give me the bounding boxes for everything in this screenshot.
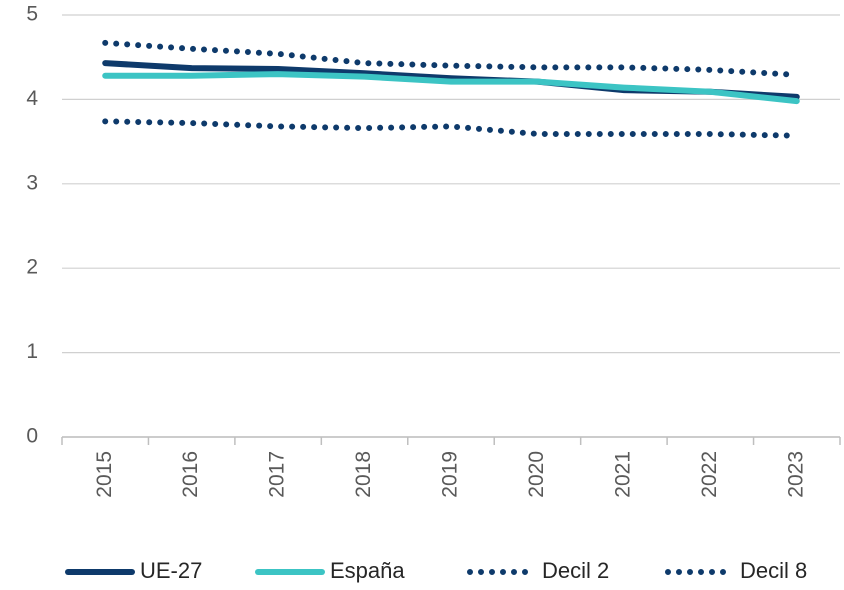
legend-label: Decil 2 bbox=[542, 558, 609, 583]
x-tick-label: 2019 bbox=[439, 451, 462, 498]
series-line bbox=[102, 118, 800, 139]
x-tick-label: 2017 bbox=[266, 451, 289, 498]
x-tick-label: 2016 bbox=[179, 451, 202, 498]
legend-label: Decil 8 bbox=[740, 558, 807, 583]
y-tick-label: 5 bbox=[26, 3, 38, 26]
y-tick-label: 3 bbox=[26, 171, 38, 194]
x-tick-label: 2022 bbox=[698, 451, 721, 498]
y-tick-label: 0 bbox=[26, 425, 38, 448]
y-tick-label: 4 bbox=[26, 87, 38, 110]
y-tick-label: 1 bbox=[26, 340, 38, 363]
x-tick-label: 2023 bbox=[784, 451, 807, 498]
legend-label: España bbox=[330, 558, 405, 583]
y-tick-label: 2 bbox=[26, 256, 38, 279]
x-tick-label: 2018 bbox=[352, 451, 375, 498]
legend-label: UE-27 bbox=[140, 558, 202, 583]
x-tick-label: 2021 bbox=[611, 451, 634, 498]
x-tick-label: 2020 bbox=[525, 451, 548, 498]
series-line bbox=[102, 71, 800, 105]
x-tick-label: 2015 bbox=[93, 451, 116, 498]
